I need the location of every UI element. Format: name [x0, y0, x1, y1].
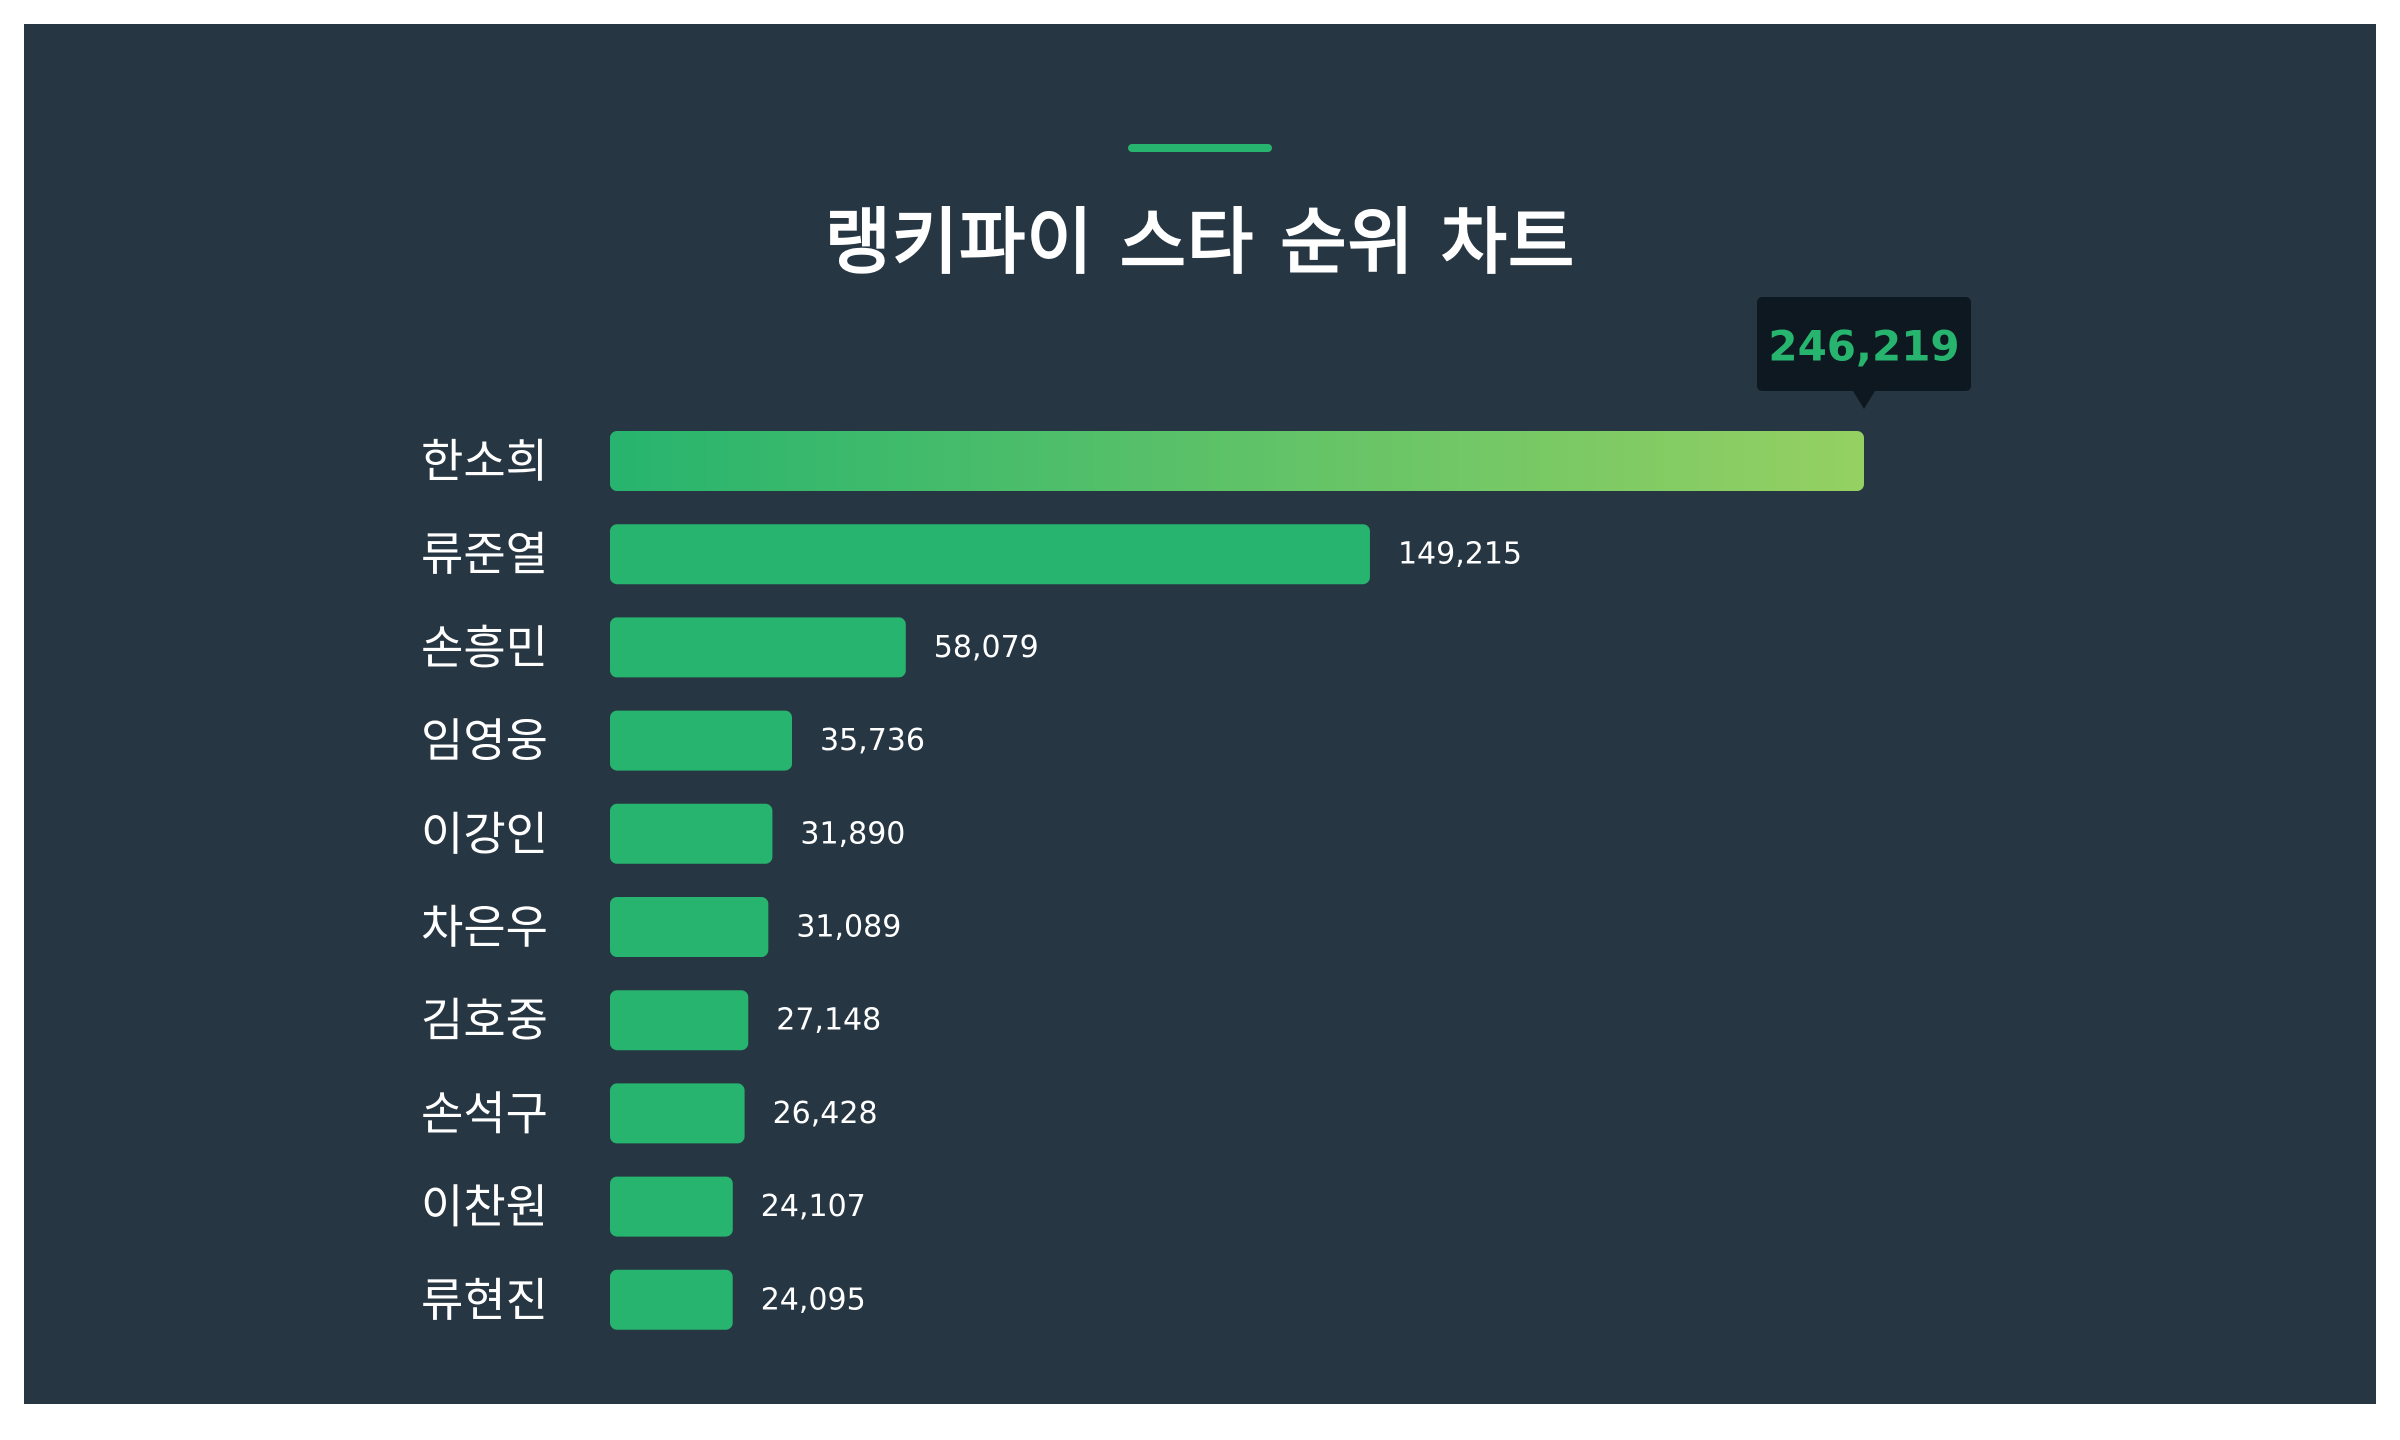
bar	[610, 1176, 733, 1237]
category-label: 이찬원	[421, 1180, 548, 1234]
value-label: 24,095	[761, 1282, 866, 1317]
category-label: 류준열	[421, 527, 548, 581]
value-label: 31,089	[796, 910, 901, 945]
value-label: 24,107	[761, 1189, 866, 1224]
bar	[610, 524, 1370, 585]
value-label: 149,215	[1398, 537, 1522, 572]
category-label: 손석구	[421, 1086, 548, 1140]
value-label: 27,148	[776, 1003, 881, 1038]
chart-title: 랭키파이 스타 순위 차트	[824, 200, 1576, 284]
category-label: 이강인	[421, 807, 548, 861]
bar	[610, 710, 793, 771]
bar	[610, 803, 773, 864]
value-label: 35,736	[820, 723, 925, 758]
category-label: 차은우	[421, 900, 548, 954]
bar	[610, 1269, 733, 1330]
category-label: 김호중	[421, 993, 548, 1047]
value-label: 26,428	[773, 1096, 878, 1131]
bar	[610, 617, 906, 678]
bar-highlight	[610, 431, 1864, 491]
highlight-tooltip: 246,219	[1757, 297, 1971, 409]
category-label: 한소희	[421, 434, 548, 488]
value-label: 58,079	[934, 630, 1039, 665]
category-label: 임영웅	[421, 714, 548, 768]
tooltip-value: 246,219	[1768, 322, 1959, 371]
tooltip-box	[1757, 297, 1971, 391]
bar	[610, 1083, 745, 1144]
category-label: 류현진	[421, 1273, 548, 1327]
tooltip-pointer	[1853, 391, 1875, 409]
category-label: 손흥민	[421, 620, 548, 674]
value-label: 31,890	[800, 816, 905, 851]
title-accent-line	[1128, 144, 1272, 152]
bar	[610, 990, 749, 1051]
bar	[610, 897, 769, 957]
